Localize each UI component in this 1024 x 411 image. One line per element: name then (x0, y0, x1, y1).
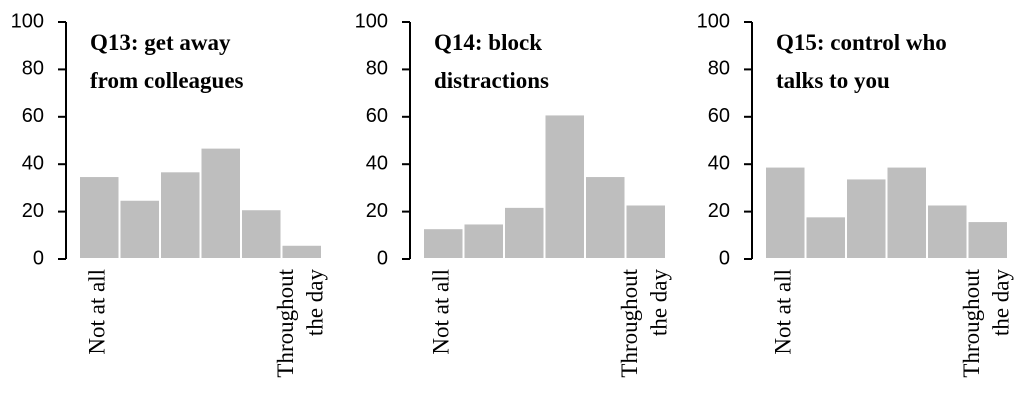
bar (159, 170, 202, 260)
bar (885, 165, 928, 261)
y-tick-label: 60 (708, 105, 730, 127)
bar (845, 177, 888, 260)
bar (926, 203, 969, 261)
bar (764, 165, 807, 261)
y-tick-label: 40 (708, 152, 730, 174)
bar (584, 175, 627, 260)
x-tick-label: Not at all (771, 269, 796, 355)
y-tick-label: 100 (355, 10, 388, 32)
chart-title: Q14: block distractions (434, 30, 549, 93)
bar (199, 146, 242, 260)
y-tick-label: 20 (22, 200, 44, 222)
bar (280, 243, 323, 260)
y-tick-label: 100 (697, 10, 730, 32)
x-tick-label: Not at all (429, 269, 454, 355)
chart-title: Q15: control who talks to you (776, 30, 947, 93)
y-tick-label: 40 (22, 152, 44, 174)
bar (78, 175, 121, 260)
bar (624, 203, 667, 261)
y-tick-label: 20 (366, 200, 388, 222)
y-tick-label: 0 (33, 247, 44, 269)
y-tick-label: 0 (377, 247, 388, 269)
bar (543, 113, 586, 261)
x-tick-label: Throughout the day (959, 268, 1014, 377)
y-tick-label: 0 (719, 247, 730, 269)
y-tick-label: 80 (22, 58, 44, 80)
y-tick-label: 40 (366, 152, 388, 174)
bar (118, 198, 161, 260)
y-tick-label: 80 (366, 58, 388, 80)
bar (503, 205, 546, 260)
bar (804, 215, 847, 260)
y-tick-label: 60 (22, 105, 44, 127)
bar (966, 220, 1009, 260)
chart-title: Q13: get away from colleagues (90, 30, 244, 93)
bar (240, 208, 283, 260)
y-tick-label: 20 (708, 200, 730, 222)
bar (422, 227, 465, 261)
y-tick-label: 60 (366, 105, 388, 127)
bar (462, 222, 505, 260)
y-tick-label: 100 (11, 10, 44, 32)
x-tick-label: Throughout the day (273, 268, 328, 377)
y-tick-label: 80 (708, 58, 730, 80)
x-tick-label: Throughout the day (617, 268, 672, 377)
x-tick-label: Not at all (85, 269, 110, 355)
